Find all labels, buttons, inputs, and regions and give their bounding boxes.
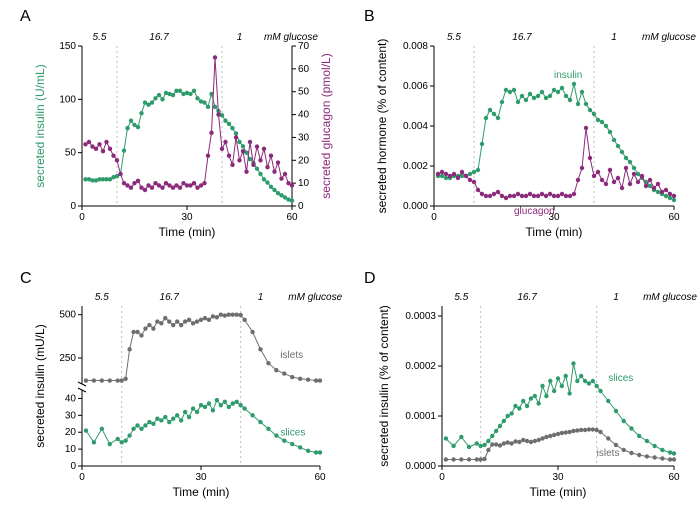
svg-text:1: 1 (613, 292, 619, 303)
svg-text:50: 50 (65, 148, 77, 159)
svg-text:10: 10 (298, 178, 310, 189)
svg-text:30: 30 (195, 472, 207, 483)
svg-text:16.7: 16.7 (512, 32, 532, 43)
svg-text:1: 1 (237, 32, 243, 43)
svg-text:secreted insulin (% of content: secreted insulin (% of content) (377, 305, 391, 466)
svg-text:slices: slices (608, 373, 633, 384)
svg-text:1: 1 (258, 292, 264, 303)
svg-text:5.5: 5.5 (95, 292, 109, 303)
panel-c: 0 30 60 Time (min) 250 500 0 10 20 30 40 5.5 16.7 1 mM… (20, 284, 350, 524)
svg-text:islets: islets (597, 448, 620, 459)
svg-text:0.004: 0.004 (403, 121, 428, 132)
svg-text:0: 0 (431, 212, 437, 223)
svg-text:secreted glucagon (pmol/L): secreted glucagon (pmol/L) (319, 53, 333, 198)
panel-a: 03060Time (min)0501001500102030405060705… (20, 24, 350, 264)
svg-text:30: 30 (181, 212, 193, 223)
svg-text:50: 50 (298, 87, 310, 98)
svg-text:secreted insulin (mU/L): secreted insulin (mU/L) (33, 324, 47, 447)
svg-text:0: 0 (79, 472, 85, 483)
svg-text:Time (min): Time (min) (526, 225, 583, 239)
svg-text:16.7: 16.7 (517, 292, 537, 303)
svg-text:0: 0 (298, 201, 304, 212)
svg-text:0: 0 (439, 472, 445, 483)
svg-text:100: 100 (59, 94, 76, 105)
svg-text:16.7: 16.7 (149, 32, 169, 43)
svg-text:mM glucose: mM glucose (642, 32, 696, 43)
panel-d: 0 30 60 Time (min) 0.0000 0.0001 0.0002 0.0003 5… (364, 284, 694, 524)
svg-text:500: 500 (59, 310, 76, 321)
svg-text:60: 60 (668, 212, 680, 223)
svg-text:60: 60 (668, 472, 680, 483)
svg-text:insulin: insulin (554, 70, 582, 81)
svg-text:5.5: 5.5 (93, 32, 107, 43)
svg-text:60: 60 (298, 64, 310, 75)
svg-text:secreted insulin (U/mL): secreted insulin (U/mL) (33, 64, 47, 187)
svg-text:0.0002: 0.0002 (405, 361, 436, 372)
figure: { "colors": { "green": "#2e9b6b", "purpl… (0, 0, 698, 524)
svg-text:0.0003: 0.0003 (405, 311, 436, 322)
svg-text:0.000: 0.000 (403, 201, 428, 212)
svg-text:250: 250 (59, 353, 76, 364)
svg-text:0.002: 0.002 (403, 161, 428, 172)
svg-text:mM glucose: mM glucose (288, 292, 342, 303)
svg-text:0: 0 (70, 201, 76, 212)
svg-text:40: 40 (65, 393, 77, 404)
svg-text:150: 150 (59, 41, 76, 52)
svg-text:10: 10 (65, 444, 77, 455)
svg-text:0.008: 0.008 (403, 41, 428, 52)
svg-text:Time (min): Time (min) (173, 485, 230, 499)
svg-text:16.7: 16.7 (160, 292, 180, 303)
svg-text:0.006: 0.006 (403, 81, 428, 92)
svg-text:20: 20 (298, 155, 310, 166)
svg-text:5.5: 5.5 (454, 292, 468, 303)
svg-text:60: 60 (286, 212, 298, 223)
panel-b: 03060Time (min)0.0000.0020.0040.0060.008… (364, 24, 694, 264)
svg-text:0: 0 (79, 212, 85, 223)
svg-text:Time (min): Time (min) (530, 485, 587, 499)
svg-text:30: 30 (65, 410, 77, 421)
svg-text:secreted hormone (% of content: secreted hormone (% of content) (375, 39, 389, 214)
svg-text:60: 60 (314, 472, 326, 483)
svg-text:0.0000: 0.0000 (405, 461, 436, 472)
svg-text:Time (min): Time (min) (159, 225, 216, 239)
svg-text:glucagon: glucagon (514, 206, 555, 217)
svg-text:slices: slices (280, 428, 305, 439)
svg-text:30: 30 (298, 132, 310, 143)
svg-text:40: 40 (298, 110, 310, 121)
svg-text:1: 1 (611, 32, 617, 43)
svg-text:30: 30 (552, 472, 564, 483)
svg-text:20: 20 (65, 427, 77, 438)
svg-text:islets: islets (280, 350, 303, 361)
svg-text:0: 0 (70, 461, 76, 472)
svg-text:mM glucose: mM glucose (643, 292, 697, 303)
svg-text:0.0001: 0.0001 (405, 411, 436, 422)
svg-text:mM glucose: mM glucose (264, 32, 318, 43)
svg-text:5.5: 5.5 (447, 32, 461, 43)
